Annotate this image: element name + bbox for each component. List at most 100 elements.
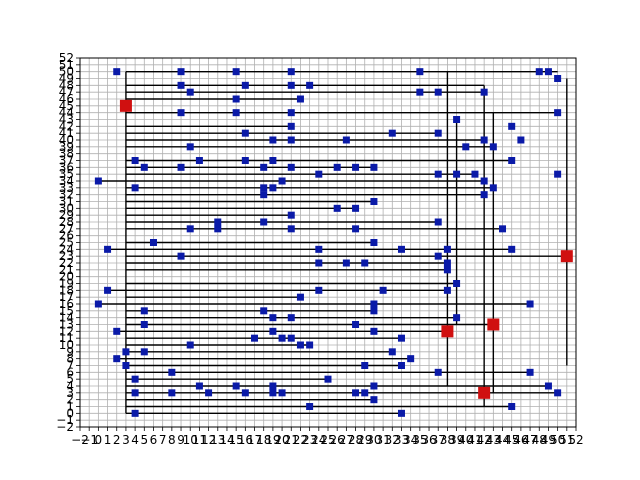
y-tick-label: −1 xyxy=(56,413,74,427)
x-tick-label: 50 xyxy=(550,433,565,447)
pin-marker xyxy=(434,218,442,226)
y-tick-label: 36 xyxy=(59,160,74,174)
y-tick-label: 0 xyxy=(66,406,74,420)
pin-marker xyxy=(113,355,121,363)
y-tick-label: 25 xyxy=(59,236,74,250)
pin-marker xyxy=(352,321,360,328)
pin-marker xyxy=(287,122,295,130)
x-tick-label: 42 xyxy=(477,433,492,447)
x-tick-label: 11 xyxy=(192,433,207,447)
x-tick-label: 51 xyxy=(559,433,574,447)
x-tick-label: 0 xyxy=(95,433,103,447)
y-tick-label: 19 xyxy=(59,277,74,291)
x-tick-label: 38 xyxy=(440,433,455,447)
pin-marker xyxy=(342,259,350,267)
x-tick-label: 40 xyxy=(458,433,473,447)
pin-marker xyxy=(186,225,194,233)
x-tick-label: 36 xyxy=(421,433,436,447)
y-tick-label: 2 xyxy=(66,393,74,407)
pin-marker xyxy=(508,157,516,164)
x-tick-label: 32 xyxy=(385,433,400,447)
pin-marker xyxy=(195,382,203,390)
y-tick-label: 26 xyxy=(59,229,74,243)
pin-marker xyxy=(260,307,268,315)
y-tick-label: 9 xyxy=(66,345,74,359)
pin-marker xyxy=(269,314,277,322)
x-tick-label: 17 xyxy=(247,433,262,447)
pin-marker xyxy=(397,334,405,342)
pin-marker xyxy=(342,136,350,144)
y-tick-label: 37 xyxy=(59,154,74,168)
pin-marker xyxy=(315,286,323,294)
y-tick-label: 34 xyxy=(59,174,74,188)
pin-marker xyxy=(526,368,534,376)
pin-marker xyxy=(434,252,442,260)
pin-marker xyxy=(287,109,295,117)
pin-marker xyxy=(131,184,139,192)
pin-marker xyxy=(278,334,286,342)
x-tick-label: 9 xyxy=(177,433,185,447)
y-tick-label: 24 xyxy=(59,242,74,256)
pin-marker xyxy=(232,382,240,390)
y-tick-label: 50 xyxy=(59,65,74,79)
pin-marker xyxy=(269,184,277,192)
pin-marker xyxy=(434,170,442,178)
pin-marker xyxy=(177,81,185,89)
y-tick-label: 41 xyxy=(59,126,74,140)
y-tick-label: 38 xyxy=(59,147,74,161)
pin-marker xyxy=(131,375,139,383)
pin-marker xyxy=(388,129,396,137)
x-tick-label: 6 xyxy=(150,433,158,447)
y-tick-label: 44 xyxy=(59,106,74,120)
y-tick-label: 31 xyxy=(59,195,74,209)
pin-marker xyxy=(168,389,176,397)
pin-marker xyxy=(554,75,562,82)
x-tick-label: 29 xyxy=(357,433,372,447)
x-tick-label: 39 xyxy=(449,433,464,447)
y-tick-label: 13 xyxy=(59,318,74,332)
y-tick-label: 5 xyxy=(66,372,74,386)
pin-marker xyxy=(251,334,259,342)
pin-marker xyxy=(370,396,378,404)
pin-marker xyxy=(554,389,562,397)
macro-marker xyxy=(441,325,454,338)
pin-marker xyxy=(480,136,488,144)
x-tick-label: 12 xyxy=(201,433,216,447)
pin-marker xyxy=(131,389,139,397)
pin-marker xyxy=(370,327,378,335)
x-tick-label: 22 xyxy=(293,433,308,447)
pin-marker xyxy=(453,170,461,178)
x-tick-label: 28 xyxy=(348,433,363,447)
pin-marker xyxy=(508,245,516,253)
wires xyxy=(98,70,568,415)
y-tick-label: 29 xyxy=(59,208,74,222)
y-tick-label: 28 xyxy=(59,215,74,229)
x-tick-label: 1 xyxy=(104,433,112,447)
pin-marker xyxy=(462,143,470,151)
macro-marker xyxy=(478,386,491,399)
pin-marker xyxy=(416,68,424,76)
x-tick-label: 31 xyxy=(375,433,390,447)
pin-marker xyxy=(352,163,360,171)
x-tick-label: 3 xyxy=(122,433,130,447)
pin-marker xyxy=(443,259,451,267)
pin-marker xyxy=(370,163,378,171)
pin-marker xyxy=(352,389,360,397)
pin-marker xyxy=(296,341,304,349)
pin-marker xyxy=(186,88,194,96)
y-tick-label: 52 xyxy=(59,51,74,65)
pin-marker xyxy=(370,300,378,308)
y-tick-label: 18 xyxy=(59,283,74,297)
pin-marker xyxy=(122,348,130,356)
x-tick-label: 25 xyxy=(320,433,335,447)
pin-marker xyxy=(287,314,295,322)
pin-marker xyxy=(471,170,479,178)
pin-marker xyxy=(232,68,240,76)
x-tick-label: 46 xyxy=(513,433,528,447)
pin-marker xyxy=(397,245,405,253)
y-tick-label: 27 xyxy=(59,222,74,236)
pin-marker xyxy=(177,163,185,171)
pin-marker xyxy=(407,355,415,363)
pin-marker xyxy=(260,163,268,171)
pin-marker xyxy=(315,259,323,267)
